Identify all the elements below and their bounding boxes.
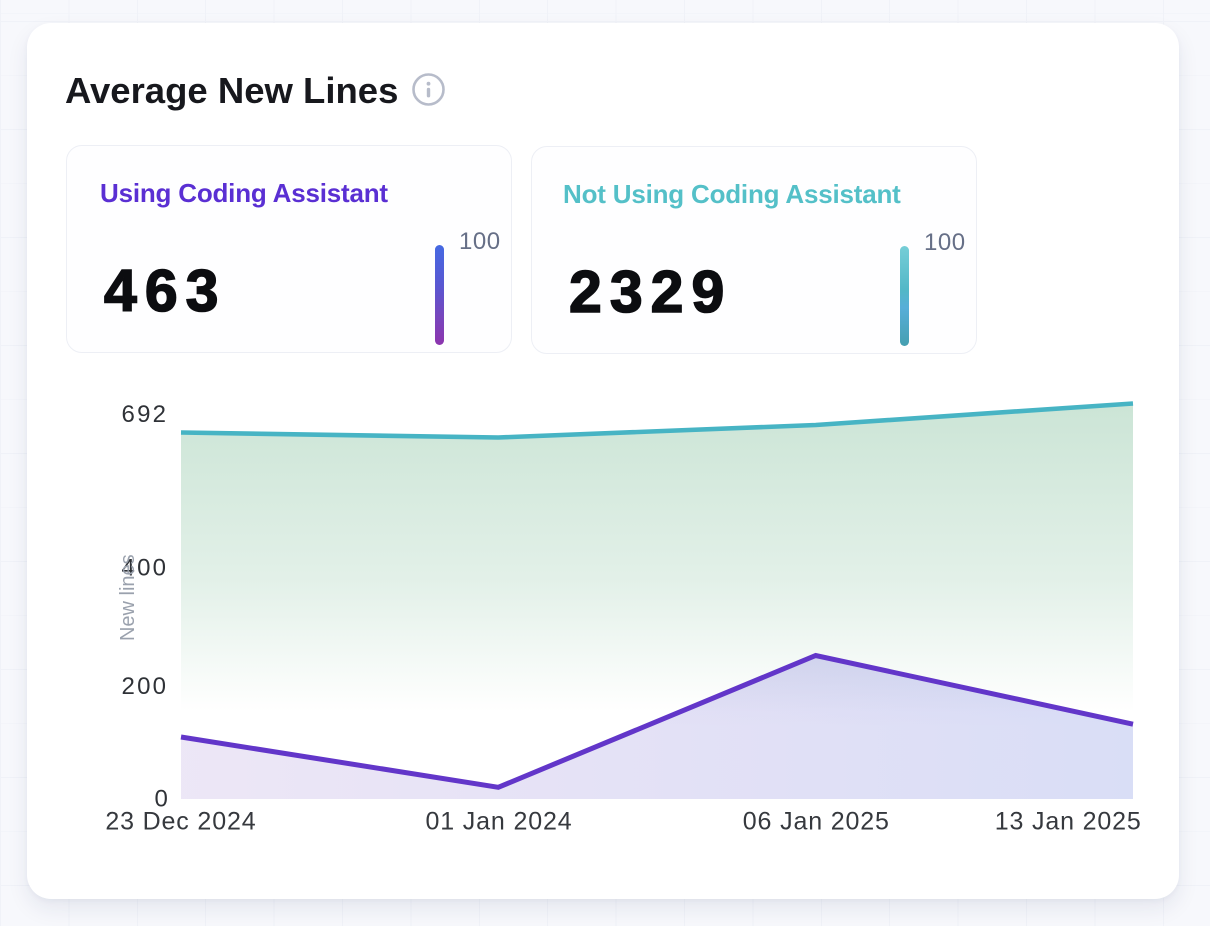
svg-text:0: 0 bbox=[154, 786, 170, 813]
svg-text:New lines: New lines bbox=[117, 554, 139, 641]
svg-text:01 Jan 2024: 01 Jan 2024 bbox=[426, 808, 573, 836]
svg-text:13 Jan 2025: 13 Jan 2025 bbox=[995, 808, 1142, 836]
svg-text:692: 692 bbox=[122, 401, 169, 428]
svg-text:06 Jan 2025: 06 Jan 2025 bbox=[743, 808, 890, 836]
svg-text:23 Dec 2024: 23 Dec 2024 bbox=[105, 808, 256, 836]
svg-text:400: 400 bbox=[122, 555, 169, 582]
svg-text:200: 200 bbox=[122, 673, 169, 700]
